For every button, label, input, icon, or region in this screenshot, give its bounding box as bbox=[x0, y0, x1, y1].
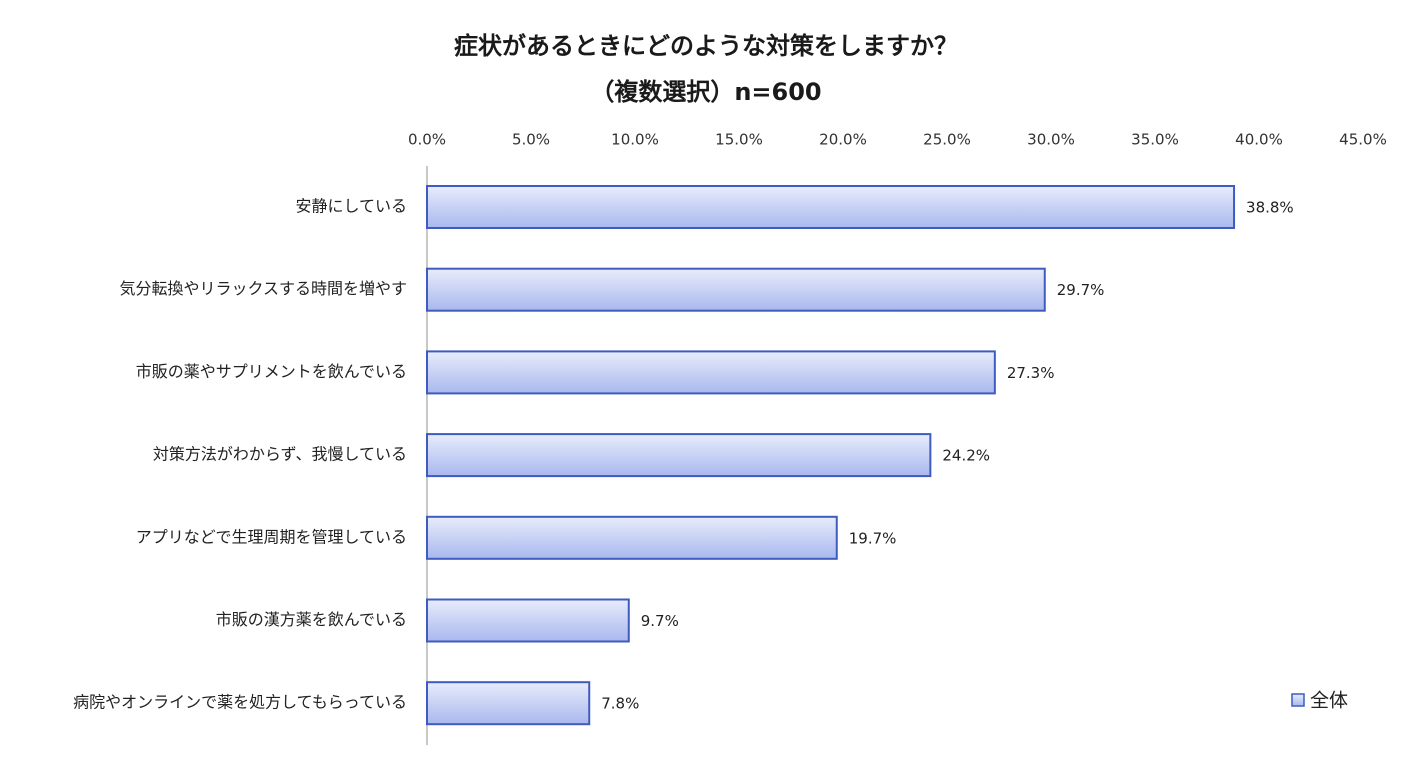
legend-swatch bbox=[1291, 693, 1305, 707]
data-label: 9.7% bbox=[641, 612, 679, 630]
category-label: 安静にしている bbox=[295, 197, 407, 216]
bar bbox=[426, 433, 932, 478]
x-tick-label: 30.0% bbox=[1027, 131, 1075, 149]
x-tick-label: 40.0% bbox=[1235, 131, 1283, 149]
bar bbox=[426, 267, 1046, 312]
data-label: 38.8% bbox=[1246, 199, 1294, 217]
x-tick-label: 5.0% bbox=[512, 131, 550, 149]
chart-subtitle: （複数選択）n=600 bbox=[590, 78, 822, 106]
x-tick-label: 15.0% bbox=[715, 131, 763, 149]
bar bbox=[426, 185, 1236, 229]
bar bbox=[426, 515, 838, 560]
x-tick-label: 20.0% bbox=[819, 131, 867, 149]
bar bbox=[426, 350, 996, 395]
data-label: 19.7% bbox=[849, 529, 897, 547]
category-label: 市販の薬やサプリメントを飲んでいる bbox=[136, 362, 407, 381]
category-label: 対策方法がわからず、我慢している bbox=[153, 445, 407, 464]
x-tick-label: 25.0% bbox=[923, 131, 971, 149]
data-label: 24.2% bbox=[942, 447, 990, 465]
category-label: 気分転換やリラックスする時間を増やす bbox=[119, 279, 407, 298]
x-tick-label: 10.0% bbox=[611, 131, 659, 149]
x-tick-label: 45.0% bbox=[1339, 131, 1387, 149]
category-label: 市販の漢方薬を飲んでいる bbox=[216, 610, 407, 629]
category-label: 病院やオンラインで薬を処方してもらっている bbox=[73, 693, 407, 712]
x-tick-label: 0.0% bbox=[408, 131, 446, 149]
bar bbox=[426, 598, 630, 643]
x-tick-label: 35.0% bbox=[1131, 131, 1179, 149]
bar bbox=[426, 681, 591, 726]
legend-label: 全体 bbox=[1310, 690, 1348, 712]
data-label: 7.8% bbox=[601, 695, 639, 713]
data-label: 27.3% bbox=[1007, 364, 1055, 382]
chart-title: 症状があるときにどのような対策をしますか？ bbox=[454, 32, 958, 60]
category-label: アプリなどで生理周期を管理している bbox=[136, 527, 407, 546]
legend: 全体 bbox=[1291, 690, 1348, 712]
data-label: 29.7% bbox=[1057, 281, 1105, 299]
